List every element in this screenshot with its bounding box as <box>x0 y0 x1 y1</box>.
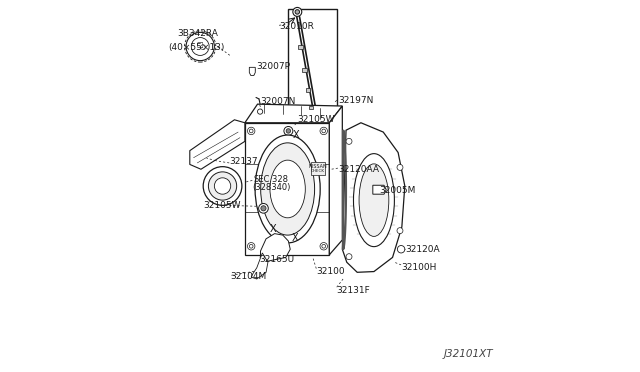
Circle shape <box>295 10 300 14</box>
Text: X: X <box>291 233 298 243</box>
Polygon shape <box>260 234 291 261</box>
Ellipse shape <box>359 164 389 237</box>
Polygon shape <box>298 45 303 49</box>
Text: 32100: 32100 <box>316 267 345 276</box>
Circle shape <box>397 164 403 170</box>
Circle shape <box>261 206 266 211</box>
Text: 32007P: 32007P <box>257 62 291 71</box>
Text: 32010R: 32010R <box>279 22 314 31</box>
Text: 32104M: 32104M <box>230 272 266 280</box>
Circle shape <box>397 246 405 253</box>
Ellipse shape <box>260 143 315 235</box>
Bar <box>289 9 337 169</box>
Text: CHECK: CHECK <box>311 169 325 173</box>
Circle shape <box>286 129 291 133</box>
Polygon shape <box>312 162 325 175</box>
Text: 32105W: 32105W <box>298 115 335 124</box>
Text: 32120AA: 32120AA <box>338 165 379 174</box>
Text: ○: ○ <box>200 44 206 50</box>
Text: 32120A: 32120A <box>406 246 440 254</box>
Text: (40×55×13): (40×55×13) <box>168 43 225 52</box>
Polygon shape <box>303 68 307 72</box>
Circle shape <box>346 254 352 260</box>
Text: 32105W: 32105W <box>203 201 241 210</box>
Circle shape <box>214 178 231 194</box>
Text: X: X <box>270 224 277 234</box>
Polygon shape <box>250 67 255 76</box>
Circle shape <box>322 244 326 248</box>
Text: X: X <box>292 130 299 140</box>
Circle shape <box>320 243 328 250</box>
Circle shape <box>248 127 255 135</box>
Circle shape <box>322 129 326 133</box>
Text: SEC.328: SEC.328 <box>253 175 288 184</box>
Circle shape <box>346 138 352 144</box>
Circle shape <box>293 7 302 16</box>
Ellipse shape <box>270 160 305 218</box>
Circle shape <box>257 109 262 114</box>
Text: 32100H: 32100H <box>401 263 436 272</box>
Text: 32197N: 32197N <box>338 96 373 105</box>
Text: NISSAN: NISSAN <box>308 164 328 169</box>
Polygon shape <box>330 106 342 255</box>
Text: 32137: 32137 <box>229 157 257 166</box>
Ellipse shape <box>353 154 394 247</box>
Polygon shape <box>373 185 386 194</box>
Polygon shape <box>342 123 405 272</box>
Polygon shape <box>190 120 245 169</box>
Circle shape <box>250 244 253 248</box>
Circle shape <box>186 32 214 61</box>
Polygon shape <box>245 104 342 123</box>
Ellipse shape <box>255 135 320 243</box>
Text: □: □ <box>196 42 203 48</box>
Circle shape <box>320 127 328 135</box>
Text: 32007N: 32007N <box>260 97 296 106</box>
Text: 32165U: 32165U <box>260 255 295 264</box>
Text: J32101XT: J32101XT <box>444 349 493 359</box>
Polygon shape <box>251 253 268 279</box>
Circle shape <box>248 243 255 250</box>
Polygon shape <box>245 123 330 255</box>
Circle shape <box>191 38 209 55</box>
Text: (328340): (328340) <box>252 183 291 192</box>
Circle shape <box>250 129 253 133</box>
Polygon shape <box>306 89 310 92</box>
Circle shape <box>397 228 403 234</box>
Circle shape <box>259 203 268 213</box>
Text: 32005M: 32005M <box>380 186 416 195</box>
Circle shape <box>284 126 293 135</box>
Polygon shape <box>309 106 314 109</box>
Text: 3B342RA: 3B342RA <box>177 29 218 38</box>
Circle shape <box>209 172 237 200</box>
Text: 32131F: 32131F <box>337 286 371 295</box>
Circle shape <box>203 167 242 205</box>
